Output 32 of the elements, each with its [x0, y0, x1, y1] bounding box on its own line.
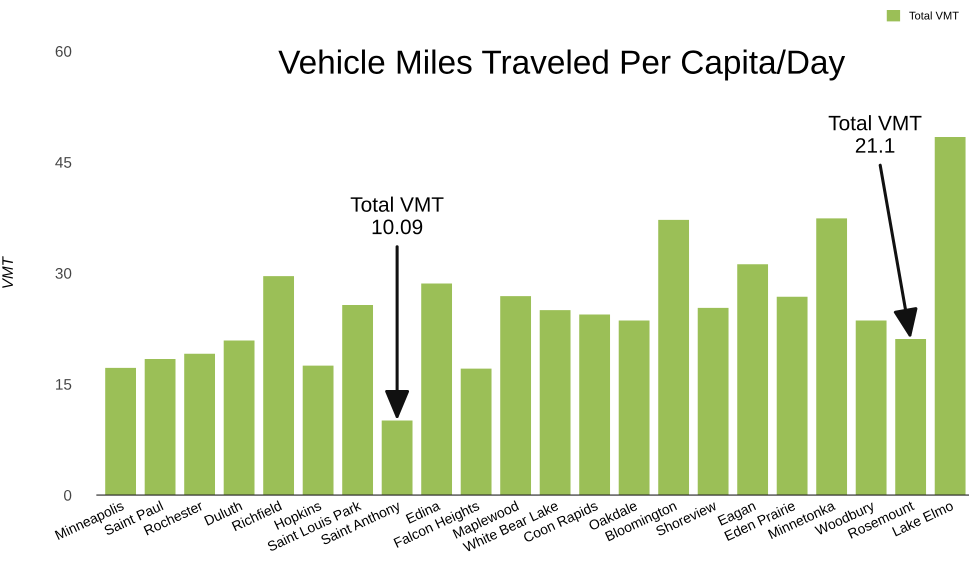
bar [144, 358, 176, 496]
bar [302, 366, 334, 496]
bar [460, 368, 492, 496]
bar [856, 320, 887, 496]
y-tick-label: 15 [56, 379, 72, 390]
annotation: Total VMT 10.09 [350, 196, 444, 234]
bar [658, 220, 690, 496]
bar [342, 304, 374, 496]
bar [618, 320, 650, 496]
bar [263, 276, 294, 496]
annotation: Total VMT 21.1 [828, 115, 922, 153]
bar [816, 218, 848, 496]
bar [698, 308, 729, 496]
bar [579, 314, 610, 496]
bar [224, 340, 255, 496]
bar [737, 264, 768, 496]
y-tick-label: 30 [55, 268, 72, 279]
bar [934, 136, 966, 496]
y-tick-label: 0 [64, 490, 72, 501]
bar [776, 296, 808, 496]
bar [421, 283, 452, 496]
legend-label: Total VMT [909, 11, 959, 20]
chart-title: Vehicle Miles Traveled Per Capita/Day [278, 49, 846, 81]
bar [540, 310, 571, 496]
y-tick-label: 60 [56, 46, 72, 57]
bar [895, 338, 926, 496]
bar [184, 354, 216, 496]
bar [105, 368, 136, 496]
y-tick-label: 45 [55, 157, 72, 168]
bar [500, 296, 532, 496]
bar [382, 420, 413, 496]
y-axis-title: VMT [2, 256, 13, 288]
